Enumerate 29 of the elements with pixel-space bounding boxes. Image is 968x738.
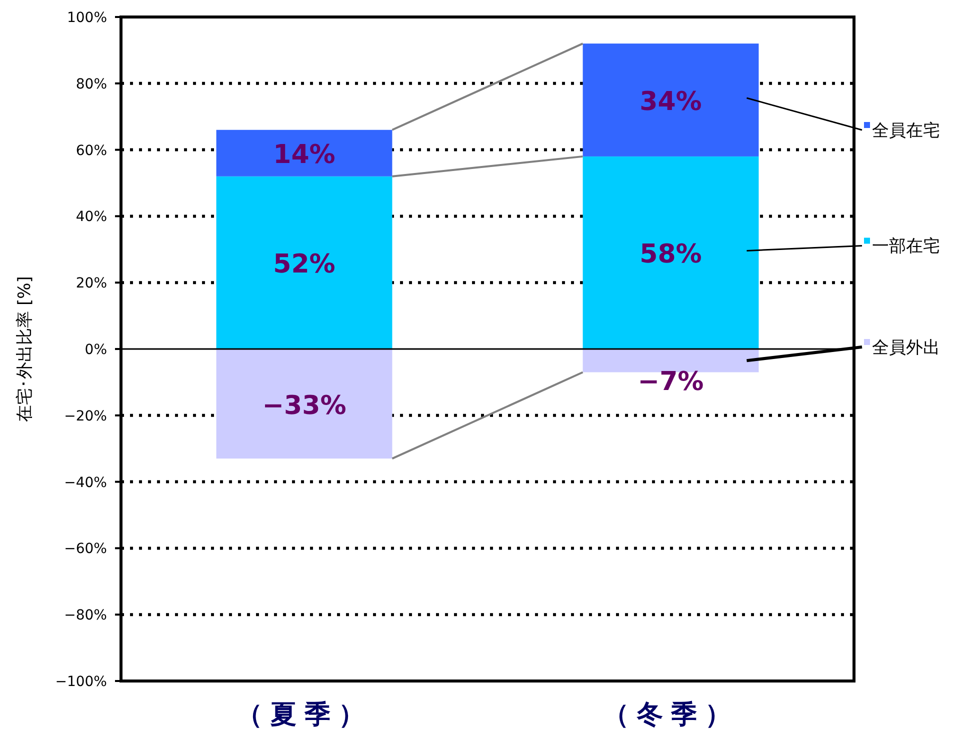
y-tick-label: −100% <box>55 674 107 690</box>
data-label: −33% <box>262 390 346 421</box>
y-tick-label: −40% <box>64 474 107 491</box>
y-tick-label: 100% <box>66 10 107 26</box>
data-label: 14% <box>273 140 336 170</box>
bar <box>582 349 759 372</box>
y-tick-label: 20% <box>76 276 107 292</box>
data-label: 52% <box>273 250 336 280</box>
bar <box>216 349 392 459</box>
y-tick-label: 80% <box>76 76 107 92</box>
y-tick-label: 0% <box>84 342 107 358</box>
bar <box>582 44 759 156</box>
legend-label: 一部在宅 <box>872 236 940 257</box>
bar <box>216 130 392 176</box>
y-tick-label: −20% <box>64 408 107 424</box>
y-tick-label: 60% <box>76 142 107 159</box>
data-label: 34% <box>640 87 702 117</box>
y-tick-label: 40% <box>76 209 107 226</box>
legend-label: 全員在宅 <box>872 121 940 141</box>
bar <box>582 156 759 349</box>
data-label: −7% <box>638 367 704 398</box>
y-tick-label: −80% <box>64 608 107 624</box>
data-label: 58% <box>640 240 702 270</box>
bar <box>216 176 392 349</box>
y-axis-title: 在宅･外出比率 [%] <box>15 276 35 422</box>
legend-label: 全員外出 <box>872 338 940 358</box>
x-tick-label: （冬季） <box>602 700 739 730</box>
y-tick-label: −60% <box>64 541 107 558</box>
x-tick-label: （夏季） <box>236 700 372 730</box>
